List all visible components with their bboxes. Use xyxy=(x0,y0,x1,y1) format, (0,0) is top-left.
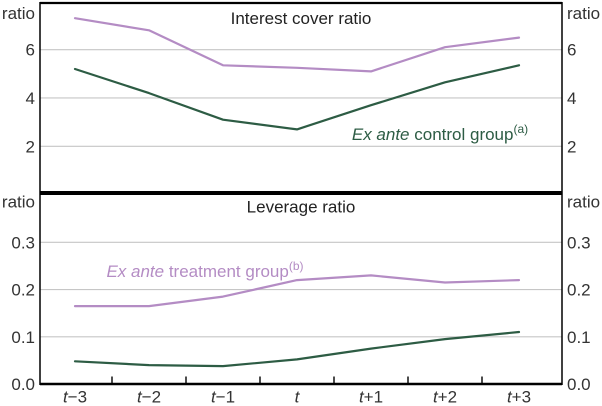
x-tick-label: t−3 xyxy=(63,388,87,406)
x-tick-label: t+3 xyxy=(507,388,531,406)
y-axis-unit-left: ratio xyxy=(2,4,35,23)
y-tick-label-right: 0.1 xyxy=(567,328,591,347)
series-line xyxy=(73,64,521,131)
panel-title: Leverage ratio xyxy=(247,197,356,216)
y-axis-unit-right: ratio xyxy=(567,192,600,211)
y-tick-label-left: 0.3 xyxy=(11,233,35,252)
y-tick-label-right: 6 xyxy=(567,41,576,60)
y-tick-label-right: 2 xyxy=(567,137,576,156)
y-axis-unit-right: ratio xyxy=(567,4,600,23)
x-tick-label: t xyxy=(295,388,301,406)
x-tick-label: t−2 xyxy=(137,388,161,406)
y-tick-label-right: 0.2 xyxy=(567,281,591,300)
x-tick-label: t+1 xyxy=(359,388,383,406)
y-tick-label-right: 4 xyxy=(567,89,576,108)
y-tick-label-left: 0.2 xyxy=(11,281,35,300)
y-axis-unit-left: ratio xyxy=(2,192,35,211)
y-tick-label-left: 6 xyxy=(26,41,35,60)
x-tick-label: t−1 xyxy=(211,388,235,406)
series-line xyxy=(73,274,521,308)
y-tick-label-left: 4 xyxy=(26,89,35,108)
series-label: Ex ante control group(a) xyxy=(352,122,528,144)
y-tick-label-right: 0.3 xyxy=(567,233,591,252)
x-tick-label: t+2 xyxy=(433,388,457,406)
series-label: Ex ante treatment group(b) xyxy=(106,259,303,281)
y-tick-label-left: 0.1 xyxy=(11,328,35,347)
y-tick-label-right: 0.0 xyxy=(567,375,591,394)
panel-title: Interest cover ratio xyxy=(231,9,372,28)
series-line xyxy=(73,330,521,368)
y-tick-label-left: 2 xyxy=(26,137,35,156)
y-tick-label-left: 0.0 xyxy=(11,375,35,394)
series-line xyxy=(73,17,521,73)
